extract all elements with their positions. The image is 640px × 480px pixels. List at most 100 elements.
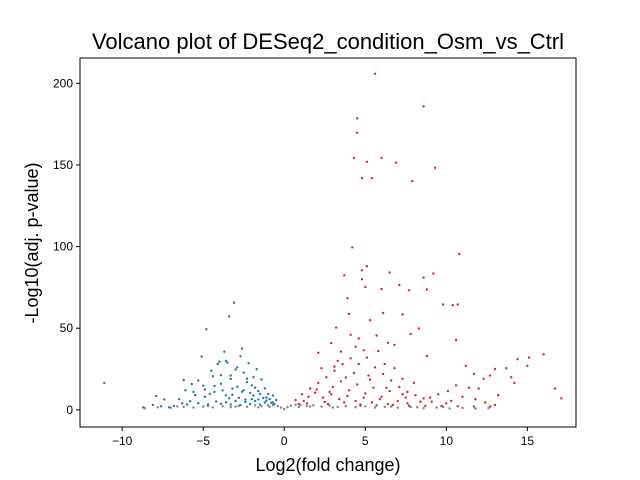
point-up: [393, 343, 396, 347]
point-down: [274, 398, 278, 402]
point-down: [257, 389, 260, 393]
point-up: [331, 385, 335, 389]
point-ns: [289, 404, 292, 407]
point-up: [328, 390, 331, 394]
point-up: [352, 156, 356, 160]
point-ns: [253, 404, 257, 407]
point-up: [393, 367, 396, 370]
point-down: [234, 399, 237, 403]
point-ns: [305, 404, 309, 408]
point-up: [488, 374, 492, 377]
point-up: [412, 381, 416, 385]
point-ns: [257, 406, 260, 409]
point-down: [203, 388, 206, 391]
point-ns: [461, 406, 464, 410]
point-up: [362, 349, 365, 352]
point-down: [271, 394, 275, 397]
point-up: [372, 386, 375, 389]
point-down: [197, 402, 200, 405]
point-up: [339, 350, 343, 353]
point-up: [351, 246, 354, 249]
point-up: [445, 402, 448, 405]
point-down: [240, 390, 244, 393]
point-up: [493, 367, 497, 371]
point-down: [242, 389, 245, 392]
point-up: [323, 400, 326, 404]
point-ns: [344, 404, 347, 408]
point-down: [240, 347, 244, 350]
point-up: [474, 398, 477, 401]
point-down: [226, 361, 229, 364]
point-up: [424, 404, 427, 407]
point-up: [381, 372, 385, 376]
point-down: [213, 384, 216, 388]
point-up: [349, 357, 352, 360]
point-up: [300, 393, 304, 396]
point-down: [142, 406, 145, 409]
point-up: [375, 404, 378, 407]
point-up: [433, 166, 437, 170]
point-up: [425, 354, 429, 358]
point-up: [380, 395, 383, 398]
point-ns: [192, 406, 195, 409]
point-up: [378, 398, 382, 401]
point-up: [407, 404, 411, 407]
x-tick-label: 0: [281, 434, 288, 448]
point-down: [263, 401, 266, 404]
point-up: [432, 272, 435, 275]
point-ns: [309, 405, 312, 408]
point-up: [394, 161, 398, 164]
point-down: [103, 381, 106, 385]
point-up: [381, 311, 385, 315]
point-down: [200, 355, 203, 358]
point-up: [422, 397, 425, 400]
point-down: [227, 315, 231, 318]
point-up: [407, 289, 411, 292]
point-ns: [283, 407, 286, 411]
point-up: [441, 303, 445, 306]
point-down: [185, 403, 189, 406]
point-down: [190, 382, 193, 386]
point-up: [409, 332, 412, 336]
point-up: [542, 353, 545, 356]
point-up: [294, 398, 297, 402]
point-down: [244, 400, 247, 404]
point-up: [346, 394, 349, 398]
point-down: [159, 405, 163, 408]
point-down: [231, 387, 234, 390]
point-up: [347, 389, 351, 392]
point-down: [258, 403, 262, 406]
point-ns: [279, 406, 283, 409]
point-down: [163, 398, 166, 401]
point-down: [253, 399, 257, 403]
point-up: [317, 381, 320, 385]
point-up: [467, 386, 471, 389]
point-ns: [409, 405, 412, 409]
point-down: [250, 398, 253, 401]
point-down: [236, 366, 239, 369]
point-up: [388, 271, 391, 274]
point-up: [386, 341, 390, 345]
point-down: [211, 375, 215, 378]
point-up: [428, 396, 432, 399]
point-up: [305, 402, 309, 405]
point-up: [365, 356, 369, 359]
point-up: [406, 390, 409, 394]
point-down: [266, 392, 270, 396]
point-ns: [331, 406, 335, 409]
point-up: [344, 376, 347, 379]
point-up: [553, 387, 557, 390]
point-down: [203, 395, 206, 398]
point-up: [401, 377, 404, 380]
point-ns: [294, 403, 297, 406]
point-down: [265, 399, 268, 402]
point-ns: [156, 406, 159, 409]
point-ns: [416, 406, 419, 409]
y-tick-label: 0: [66, 403, 73, 417]
point-up: [360, 269, 364, 272]
point-up: [339, 380, 343, 383]
point-down: [151, 403, 155, 407]
point-down: [223, 350, 226, 353]
point-down: [168, 406, 171, 409]
